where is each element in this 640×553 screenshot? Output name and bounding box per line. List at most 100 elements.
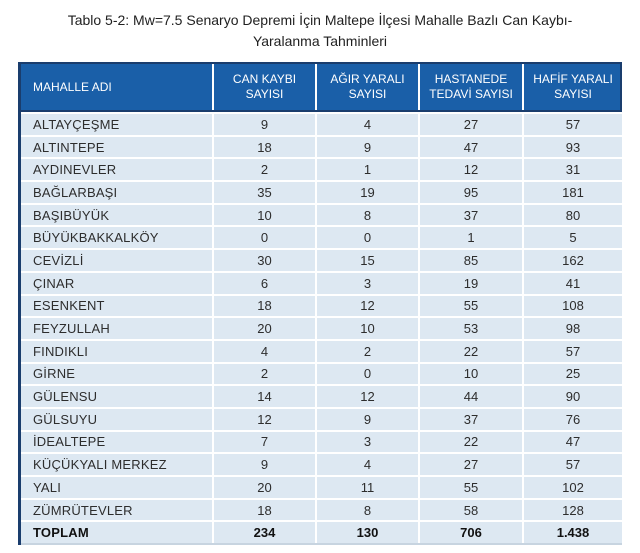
table-row: CEVİZLİ 30 15 85 162 bbox=[21, 248, 622, 271]
table-caption: Tablo 5-2: Mw=7.5 Senaryo Depremi İçin M… bbox=[0, 0, 640, 52]
value-cell: 12 bbox=[315, 386, 418, 407]
value-cell: 12 bbox=[212, 408, 315, 430]
value-cell: 128 bbox=[522, 499, 622, 521]
neighborhood-name-cell: TOPLAM bbox=[33, 525, 89, 541]
neighborhood-name-cell: KÜÇÜKYALI MERKEZ bbox=[33, 457, 167, 473]
value-cell: 30 bbox=[212, 250, 315, 271]
neighborhood-name-cell: ÇINAR bbox=[33, 275, 75, 291]
table-row: ESENKENT 18 12 55 108 bbox=[21, 293, 622, 317]
value-cell: 95 bbox=[418, 182, 522, 203]
value-cell: 4 bbox=[212, 340, 315, 362]
value-cell: 9 bbox=[315, 408, 418, 430]
value-cell: 25 bbox=[522, 363, 622, 385]
value-cell: 7 bbox=[212, 431, 315, 453]
value-cell: 93 bbox=[522, 136, 622, 158]
header-agir-yarali: AĞIR YARALI SAYISI bbox=[315, 64, 418, 110]
table-row: FEYZULLAH 20 10 53 98 bbox=[21, 316, 622, 339]
neighborhood-name-cell: AYDINEVLER bbox=[33, 162, 117, 178]
table-row: ALTINTEPE 18 9 47 93 bbox=[21, 134, 622, 158]
table-row: ZÜMRÜTEVLER 18 8 58 128 bbox=[21, 497, 622, 521]
value-cell: 37 bbox=[418, 408, 522, 430]
value-cell: 98 bbox=[522, 318, 622, 339]
value-cell: 53 bbox=[418, 318, 522, 339]
value-cell: 22 bbox=[418, 340, 522, 362]
neighborhood-name-cell: ESENKENT bbox=[33, 298, 105, 314]
value-cell: 85 bbox=[418, 250, 522, 271]
value-cell: 1 bbox=[418, 227, 522, 249]
neighborhood-name-cell: GİRNE bbox=[33, 366, 76, 382]
table-row: GİRNE 2 0 10 25 bbox=[21, 361, 622, 385]
value-cell: 130 bbox=[315, 522, 418, 544]
neighborhood-name-cell: YALI bbox=[33, 479, 62, 495]
value-cell: 9 bbox=[315, 136, 418, 158]
neighborhood-name-cell: BAĞLARBAŞI bbox=[33, 184, 118, 200]
value-cell: 0 bbox=[315, 227, 418, 249]
value-cell: 80 bbox=[522, 204, 622, 226]
header-can-kaybi: CAN KAYBI SAYISI bbox=[212, 64, 315, 110]
value-cell: 706 bbox=[418, 522, 522, 544]
value-cell: 4 bbox=[315, 114, 418, 135]
value-cell: 2 bbox=[315, 340, 418, 362]
table-row: BAŞIBÜYÜK 10 8 37 80 bbox=[21, 202, 622, 226]
value-cell: 234 bbox=[212, 522, 315, 544]
value-cell: 35 bbox=[212, 182, 315, 203]
value-cell: 0 bbox=[212, 227, 315, 249]
value-cell: 14 bbox=[212, 386, 315, 407]
value-cell: 18 bbox=[212, 295, 315, 317]
value-cell: 57 bbox=[522, 454, 622, 475]
neighborhood-name-cell: İDEALTEPE bbox=[33, 434, 106, 450]
value-cell: 55 bbox=[418, 295, 522, 317]
value-cell: 1 bbox=[315, 159, 418, 181]
value-cell: 31 bbox=[522, 159, 622, 181]
neighborhood-name-cell: GÜLENSU bbox=[33, 389, 98, 405]
value-cell: 19 bbox=[418, 272, 522, 294]
table-row: BÜYÜKBAKKALKÖY 0 0 1 5 bbox=[21, 225, 622, 249]
value-cell: 20 bbox=[212, 477, 315, 498]
value-cell: 47 bbox=[522, 431, 622, 453]
value-cell: 12 bbox=[418, 159, 522, 181]
value-cell: 4 bbox=[315, 454, 418, 475]
value-cell: 10 bbox=[212, 204, 315, 226]
value-cell: 5 bbox=[522, 227, 622, 249]
neighborhood-name-cell: ALTAYÇEŞME bbox=[33, 116, 120, 132]
neighborhood-name-cell: ALTINTEPE bbox=[33, 139, 105, 155]
value-cell: 19 bbox=[315, 182, 418, 203]
value-cell: 2 bbox=[212, 159, 315, 181]
value-cell: 41 bbox=[522, 272, 622, 294]
table-row: ÇINAR 6 3 19 41 bbox=[21, 270, 622, 294]
value-cell: 58 bbox=[418, 499, 522, 521]
value-cell: 57 bbox=[522, 340, 622, 362]
value-cell: 162 bbox=[522, 250, 622, 271]
neighborhood-name-cell: BAŞIBÜYÜK bbox=[33, 207, 110, 223]
casualty-table: MAHALLE ADI CAN KAYBI SAYISI AĞIR YARALI… bbox=[18, 62, 622, 546]
table-row: GÜLSUYU 12 9 37 76 bbox=[21, 406, 622, 430]
table-row: BAĞLARBAŞI 35 19 95 181 bbox=[21, 180, 622, 203]
value-cell: 47 bbox=[418, 136, 522, 158]
value-cell: 108 bbox=[522, 295, 622, 317]
value-cell: 3 bbox=[315, 272, 418, 294]
value-cell: 102 bbox=[522, 477, 622, 498]
value-cell: 8 bbox=[315, 499, 418, 521]
table-row: YALI 20 11 55 102 bbox=[21, 475, 622, 498]
header-hastanede-tedavi: HASTANEDE TEDAVİ SAYISI bbox=[418, 64, 522, 110]
table-row: ALTAYÇEŞME 9 4 27 57 bbox=[21, 112, 622, 135]
value-cell: 22 bbox=[418, 431, 522, 453]
value-cell: 10 bbox=[315, 318, 418, 339]
value-cell: 2 bbox=[212, 363, 315, 385]
caption-line-1: Tablo 5-2: Mw=7.5 Senaryo Depremi İçin M… bbox=[67, 12, 573, 28]
value-cell: 1.438 bbox=[522, 522, 622, 544]
value-cell: 8 bbox=[315, 204, 418, 226]
neighborhood-name-cell: GÜLSUYU bbox=[33, 411, 98, 427]
neighborhood-name-cell: CEVİZLİ bbox=[33, 252, 84, 268]
value-cell: 6 bbox=[212, 272, 315, 294]
table-header-row: MAHALLE ADI CAN KAYBI SAYISI AĞIR YARALI… bbox=[21, 62, 622, 112]
value-cell: 18 bbox=[212, 499, 315, 521]
value-cell: 3 bbox=[315, 431, 418, 453]
neighborhood-name-cell: FEYZULLAH bbox=[33, 321, 110, 337]
table-row: İDEALTEPE 7 3 22 47 bbox=[21, 429, 622, 453]
value-cell: 9 bbox=[212, 114, 315, 135]
value-cell: 0 bbox=[315, 363, 418, 385]
table-body: ALTAYÇEŞME 9 4 27 57 ALTINTEPE 18 9 47 93 AYDINEVL… bbox=[21, 112, 622, 546]
value-cell: 181 bbox=[522, 182, 622, 203]
